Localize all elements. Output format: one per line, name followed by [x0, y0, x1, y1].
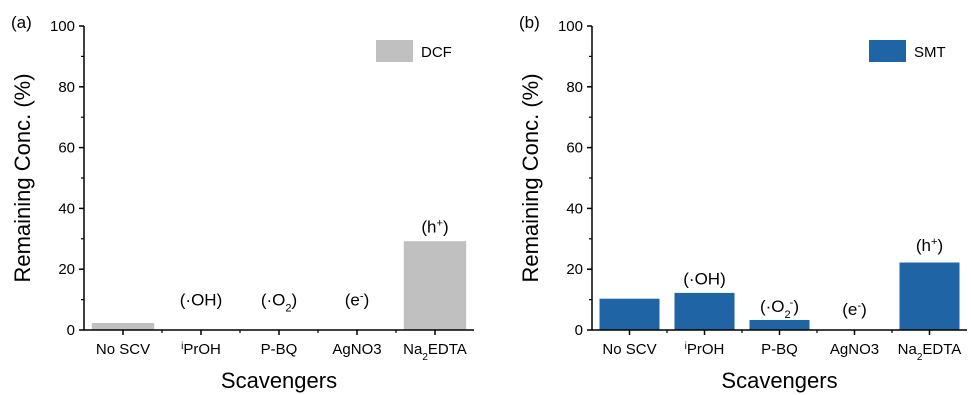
legend-label: DCF — [421, 44, 452, 61]
bar-5 — [899, 262, 960, 330]
bar-2 — [674, 292, 735, 330]
x-axis-title: Scavengers — [221, 368, 337, 393]
x-tick-label: iPrOH — [685, 341, 725, 359]
x-tick-label: No SCV — [96, 341, 150, 358]
y-tick-label: 80 — [566, 79, 583, 96]
y-tick-label: 20 — [566, 261, 583, 278]
y-tick-label: 0 — [67, 322, 75, 339]
x-tick-label: AgNO3 — [332, 341, 381, 358]
bar-annotation: (·O2-) — [760, 297, 799, 321]
x-tick-label: Na2EDTA — [403, 341, 467, 363]
legend-swatch — [376, 40, 413, 62]
bar-annotation: (h+) — [916, 236, 943, 255]
bar-annotation: (·OH) — [180, 291, 222, 310]
y-tick-label: 80 — [58, 79, 75, 96]
y-axis-title: Remaining Conc. (%) — [10, 73, 35, 282]
x-tick-label: Na2EDTA — [898, 341, 962, 363]
bar-5 — [403, 241, 467, 330]
bar-annotation: (e-) — [345, 291, 369, 310]
y-tick-label: 60 — [566, 140, 583, 157]
bar-1 — [91, 323, 155, 330]
y-tick-label: 40 — [566, 200, 583, 217]
bar-3 — [749, 319, 810, 330]
bar-annotation: (·OH) — [683, 269, 725, 288]
y-tick-label: 0 — [575, 322, 583, 339]
x-tick-label: P-BQ — [261, 341, 298, 358]
y-tick-label: 100 — [50, 18, 75, 35]
y-axis-title: Remaining Conc. (%) — [518, 73, 543, 282]
bar-1 — [599, 298, 660, 330]
x-axis-title: Scavengers — [721, 368, 837, 393]
x-tick-label: AgNO3 — [830, 341, 879, 358]
x-tick-label: P-BQ — [761, 341, 798, 358]
bar-annotation: (h+) — [421, 218, 448, 237]
y-tick-label: 20 — [58, 261, 75, 278]
chart-panel-b: 0 20 40 60 80 100 No SCV iPrOH P-BQ AgNO3 Na2EDTA (… — [518, 13, 967, 393]
x-tick-label: iPrOH — [181, 341, 221, 359]
y-tick-label: 60 — [58, 140, 75, 157]
legend-swatch — [869, 40, 906, 62]
panel-label: (b) — [519, 13, 540, 32]
bar-annotation: (·O2) — [261, 291, 297, 315]
chart-panel-a: 0 20 40 60 80 100 No SCV iPrOH P-BQ AgNO3 Na2EDTA (… — [10, 13, 474, 393]
x-tick-label: No SCV — [602, 341, 656, 358]
bar-annotation: (e-) — [842, 300, 866, 319]
y-tick-label: 100 — [558, 18, 583, 35]
y-tick-label: 40 — [58, 200, 75, 217]
legend-label: SMT — [914, 44, 946, 61]
panel-label: (a) — [11, 13, 32, 32]
